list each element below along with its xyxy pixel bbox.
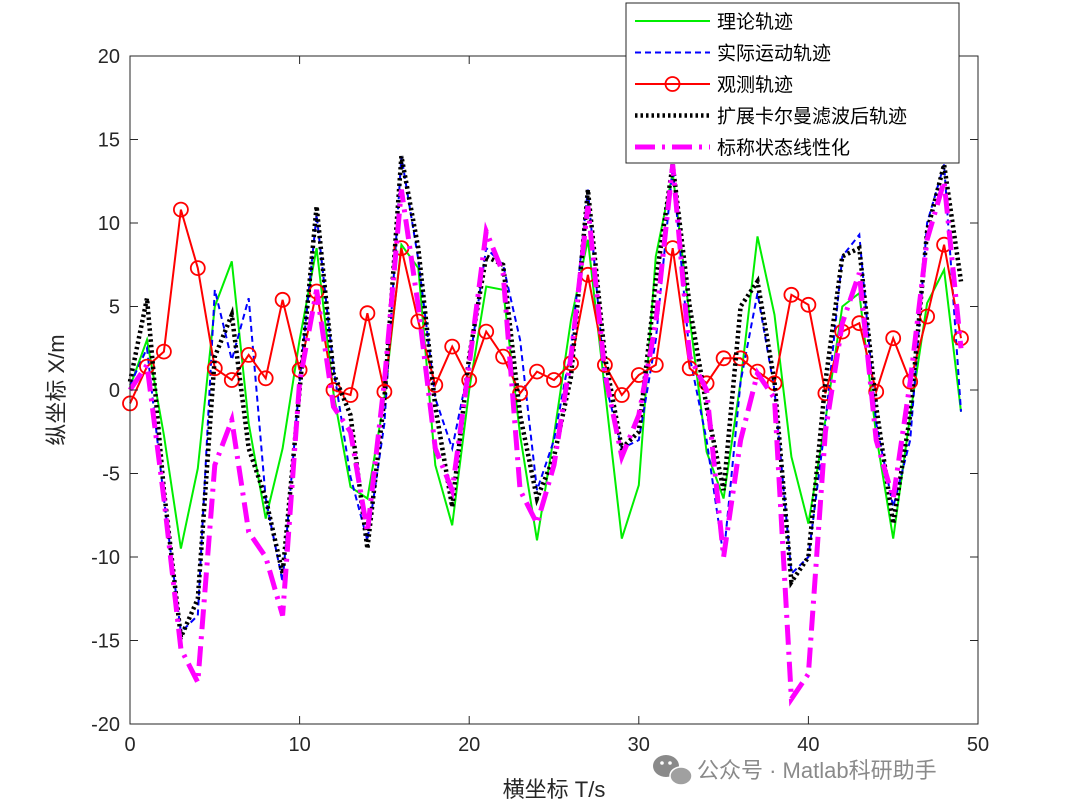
observation-point — [715, 350, 732, 367]
y-tick-label: 5 — [109, 297, 120, 319]
y-tick-label: 20 — [98, 46, 120, 68]
series-line-5 — [127, 164, 964, 707]
legend-marker — [664, 76, 681, 92]
watermark: 公众号 · Matlab科研助手 — [653, 755, 937, 786]
x-tick-label: 10 — [288, 734, 310, 756]
legend-label-2: 实际运动轨迹 — [717, 43, 831, 65]
observation-point — [189, 260, 206, 277]
wechat-icon — [653, 755, 693, 786]
observation-point — [783, 286, 800, 303]
watermark-text: 公众号 · Matlab科研助手 — [697, 758, 937, 783]
observation-point — [274, 291, 291, 308]
observation-point — [172, 201, 189, 218]
observation-point — [155, 343, 172, 360]
series-line-3 — [129, 209, 962, 404]
y-tick-label: -5 — [102, 464, 120, 486]
legend-label-4: 扩展卡尔曼滤波后轨迹 — [717, 106, 907, 128]
series-line-4 — [127, 155, 964, 646]
observation-point — [342, 387, 359, 403]
observation-point — [749, 363, 766, 380]
observation-point — [613, 387, 630, 403]
observation-point — [681, 360, 698, 377]
observation-point — [546, 372, 562, 388]
observation-point — [529, 363, 545, 380]
x-axis-label: 横坐标 T/s — [503, 777, 606, 802]
y-tick-label: 15 — [98, 130, 120, 152]
y-tick-label: -20 — [91, 714, 120, 736]
x-tick-label: 20 — [458, 734, 480, 756]
observation-point — [885, 330, 902, 347]
observation-point — [359, 305, 376, 322]
legend-label-3: 观测轨迹 — [717, 74, 793, 96]
y-tick-label: 0 — [109, 380, 120, 402]
y-tick-label: 10 — [98, 213, 120, 235]
legend-box — [625, 2, 960, 164]
y-axis-label: 纵坐标 X/m — [44, 334, 69, 445]
observation-point — [257, 370, 274, 387]
observation-point — [444, 338, 461, 355]
x-tick-label: 40 — [797, 734, 819, 756]
y-tick-label: -10 — [91, 547, 120, 569]
x-tick-label: 0 — [124, 734, 135, 756]
x-tick-label: 50 — [967, 734, 989, 756]
legend-label-1: 理论轨迹 — [717, 11, 793, 33]
series-layer — [122, 155, 969, 707]
observation-point — [478, 323, 495, 340]
observation-point — [410, 313, 427, 330]
x-tick-label: 30 — [628, 734, 650, 756]
legend-label-5: 标称状态线性化 — [717, 137, 850, 159]
observation-point — [919, 308, 935, 325]
axis-ticks: 0 10 20 30 40 50 -20 -15 -10 -5 0 5 10 15 20 — [91, 46, 989, 756]
observation-point — [240, 346, 257, 363]
observation-point — [800, 296, 817, 313]
y-tick-label: -15 — [91, 631, 120, 653]
